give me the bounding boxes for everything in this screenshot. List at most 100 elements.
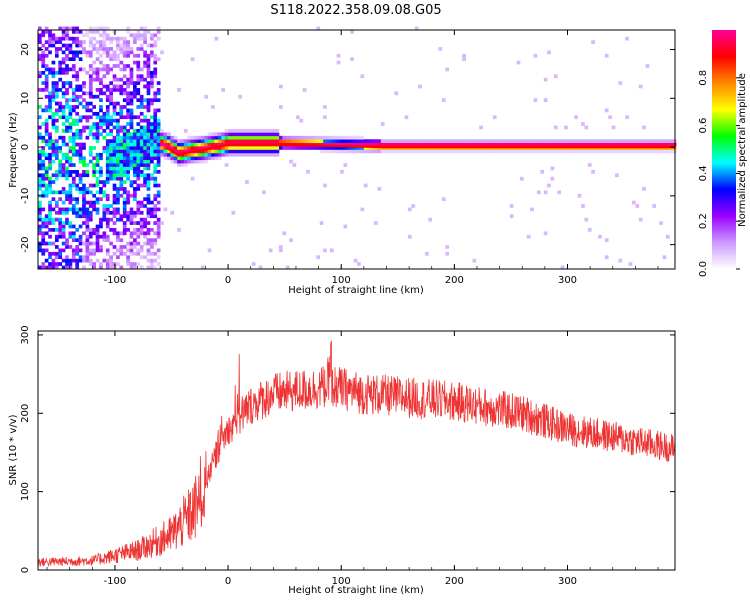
spectrogram-cell [143,50,147,55]
spectrogram-cell [126,210,130,215]
spectrogram-cell [65,70,69,75]
spectrogram-cell [54,156,59,161]
spectrogram-cell [109,139,113,143]
spectrogram-cell [58,248,63,253]
spectrogram-cell [224,146,229,150]
spectrogram-cell [109,258,113,263]
spectrogram-cell [136,132,141,137]
spectrogram-cell [150,81,154,85]
spectrogram-cell [519,176,524,181]
spectrogram-cell [133,40,137,44]
spectrogram-cell [68,221,73,225]
snr-x-ticks: -100 0 100 200 300 [46,331,659,587]
spectrogram-cell [139,204,144,208]
spectrogram-cell [54,125,59,130]
spectrogram-cell [92,105,97,109]
spectrogram-cell [122,169,127,174]
spectrogram-cell [143,98,147,102]
spectrogram-cell [418,139,422,143]
spectrogram-cell [102,74,107,79]
spectrogram-cell [61,115,66,120]
spectrogram-cell [143,176,147,181]
spectrogram-cell [116,173,120,178]
spectrogram-cell [44,156,49,161]
spectrogram-cell [82,146,86,150]
spectrogram-cell [122,36,127,41]
spectrogram-cell [587,228,592,232]
spectrogram-cell [156,248,161,253]
spectrogram-cell [156,36,161,41]
spectrogram-cell [357,146,361,150]
spectrogram-cell [278,135,283,140]
spectrogram-cell [44,94,49,99]
spectrogram-cell [75,169,80,174]
spectrogram-cell [136,210,141,215]
spectrogram-cell [363,139,368,143]
spectrogram-cell [407,139,412,143]
spectrogram-cell [119,50,124,55]
spectrogram-cell [95,94,100,99]
spectrogram-cell [85,248,90,253]
spectrogram-cell [109,81,113,85]
spectrogram-cell [48,50,52,55]
spectrogram-cell [44,187,49,191]
spectrogram-cell [150,36,154,41]
spectrogram-cell [180,152,185,157]
spectrogram-cell [628,139,633,143]
spectrogram-cell [289,135,293,140]
spectrogram-cell [340,149,344,154]
spectrogram-cell [54,36,59,41]
spectrogram-cell [146,108,151,113]
spectrogram-cell [173,135,178,140]
spectrogram-cell [112,105,117,109]
spectrogram-cell [112,251,117,256]
spectrogram-cell [309,139,314,143]
spectrogram-cell [604,255,609,260]
spectrogram-cell [350,57,354,62]
spectrogram-cell [82,210,86,215]
spectrogram-cell [153,251,158,256]
spectrogram-cell [51,190,56,195]
spectrogram-cell [604,238,609,242]
spectrogram-cell [441,139,446,143]
spectrogram-cell [153,214,158,219]
spectrogram-cell [550,149,555,154]
spectrogram-cell [41,146,46,150]
spectrogram-cell [92,125,97,130]
spectrogram-cell [357,139,361,143]
spectrogram-cell [160,149,164,154]
spectrogram-cell [85,207,90,212]
spectrogram-cell [71,163,76,167]
spectrogram-cell [78,115,83,120]
spectrogram-cell [156,193,161,198]
spectrogram-cell [61,94,66,99]
spectrogram-cell [95,129,100,133]
spectrogram-cell [143,125,147,130]
spectrogram-cell [129,234,134,239]
spectrogram-cell [248,129,253,133]
spectrogram-cell [112,156,117,161]
spectrogram-cell [102,183,107,188]
spectrogram-cell [224,163,229,167]
spectrogram-cell [88,91,93,96]
spectrogram-cell [166,139,171,143]
spectrogram-cell [618,139,623,143]
spectrogram-cell [71,132,76,137]
spectrogram-cell [88,74,93,79]
spectrogram-cell [194,152,198,157]
spectrogram-cell [99,248,103,253]
spectrogram-cell [363,183,368,188]
spectrogram-cell [112,36,117,41]
spectrogram-cell [126,200,130,205]
spectrogram-cell [54,94,59,99]
spectrogram-cell [92,77,97,82]
spectrogram-cell [102,118,107,123]
spectrogram-cell [153,91,158,96]
spectrogram-cell [95,74,100,79]
spectrogram-cell [282,139,287,143]
spectrogram-cell [163,156,168,161]
spectrogram-cell [329,142,334,147]
spectrogram-cell [78,248,83,253]
spectrogram-cell [68,122,73,126]
spectrogram-cell [407,207,412,212]
